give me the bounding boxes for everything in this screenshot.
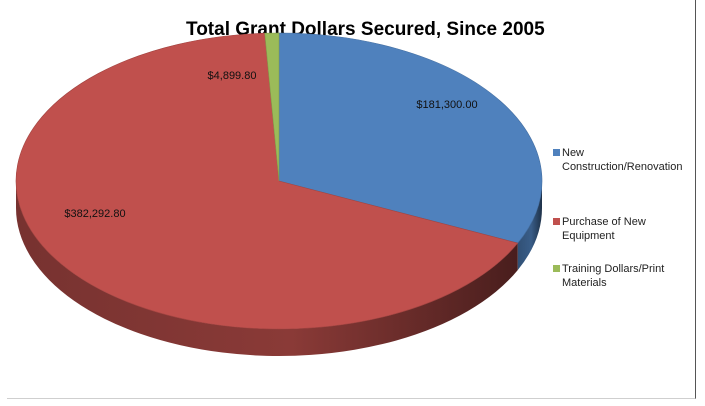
legend-swatch-equipment	[553, 218, 560, 225]
pie-side-equipment	[16, 181, 518, 356]
legend-label-training: Training Dollars/Print Materials	[562, 263, 665, 289]
legend-swatch-training	[553, 265, 560, 272]
pie-slice-equipment	[15, 32, 519, 330]
legend-swatch-construction	[553, 149, 560, 156]
data-label-equipment: $382,292.80	[64, 208, 125, 220]
legend-label-construction: New Construction/Renovation	[562, 147, 683, 173]
pie-slice-training	[264, 32, 280, 182]
data-label-construction: $181,300.00	[416, 99, 477, 111]
pie-slice-construction	[278, 32, 543, 244]
legend-label-equipment: Purchase of New Equipment	[562, 216, 646, 242]
data-label-training: $4,899.80	[208, 70, 257, 82]
